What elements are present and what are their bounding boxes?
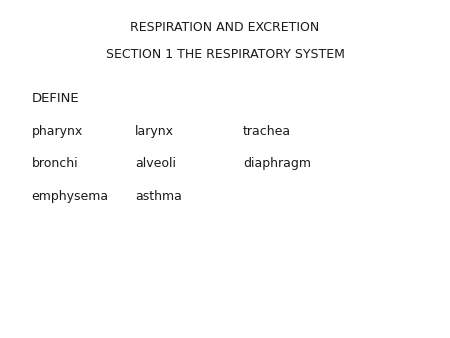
Text: diaphragm: diaphragm bbox=[243, 158, 311, 170]
Text: SECTION 1 THE RESPIRATORY SYSTEM: SECTION 1 THE RESPIRATORY SYSTEM bbox=[106, 48, 344, 61]
Text: pharynx: pharynx bbox=[32, 125, 83, 138]
Text: DEFINE: DEFINE bbox=[32, 92, 79, 104]
Text: bronchi: bronchi bbox=[32, 158, 78, 170]
Text: larynx: larynx bbox=[135, 125, 174, 138]
Text: alveoli: alveoli bbox=[135, 158, 176, 170]
Text: asthma: asthma bbox=[135, 190, 182, 202]
Text: RESPIRATION AND EXCRETION: RESPIRATION AND EXCRETION bbox=[130, 21, 320, 33]
Text: trachea: trachea bbox=[243, 125, 291, 138]
Text: emphysema: emphysema bbox=[32, 190, 108, 202]
